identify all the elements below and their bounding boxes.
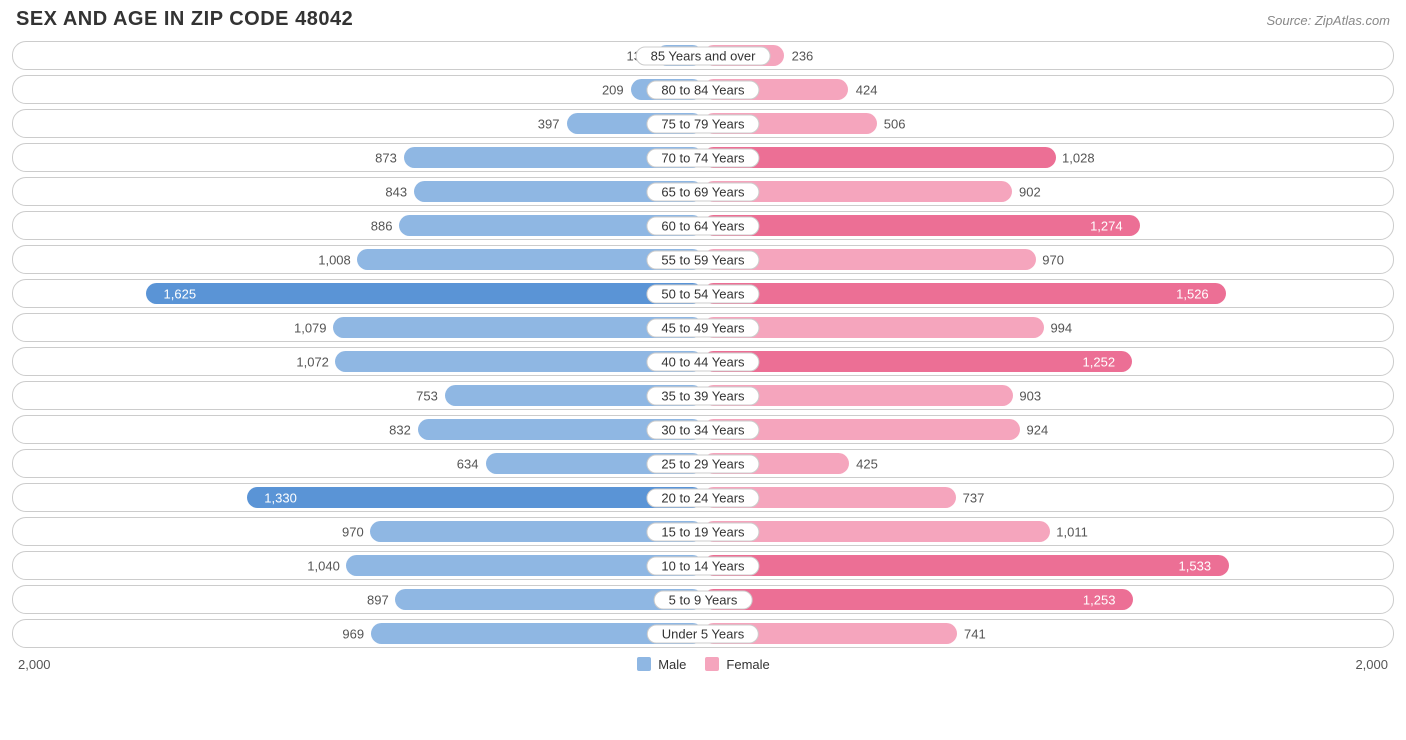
male-bar [247, 487, 703, 508]
female-value-label: 903 [1019, 388, 1041, 403]
chart-header: SEX AND AGE IN ZIP CODE 48042 Source: Zi… [12, 8, 1394, 31]
pyramid-row: 15 to 19 Years 970 1,011 [12, 517, 1394, 546]
male-value-label: 1,072 [296, 354, 329, 369]
pyramid-row: 10 to 14 Years 1,040 1,533 [12, 551, 1394, 580]
female-value-label: 1,274 [1090, 218, 1123, 233]
chart-title: SEX AND AGE IN ZIP CODE 48042 [16, 8, 353, 31]
age-category-label: 40 to 44 Years [646, 352, 759, 371]
pyramid-row: 65 to 69 Years 843 902 [12, 177, 1394, 206]
female-value-label: 1,011 [1056, 524, 1088, 539]
age-category-label: 35 to 39 Years [646, 386, 759, 405]
pyramid-row: 40 to 44 Years 1,072 1,252 [12, 347, 1394, 376]
male-value-label: 1,079 [294, 320, 327, 335]
pyramid-row: 55 to 59 Years 1,008 970 [12, 245, 1394, 274]
male-value-label: 843 [385, 184, 407, 199]
pyramid-row: 35 to 39 Years 753 903 [12, 381, 1394, 410]
female-value-label: 424 [856, 82, 878, 97]
age-category-label: 10 to 14 Years [646, 556, 759, 575]
male-value-label: 886 [371, 218, 393, 233]
age-category-label: 80 to 84 Years [646, 80, 759, 99]
age-category-label: 20 to 24 Years [646, 488, 759, 507]
age-category-label: 50 to 54 Years [646, 284, 759, 303]
male-value-label: 1,008 [318, 252, 351, 267]
age-category-label: 30 to 34 Years [646, 420, 759, 439]
female-value-label: 425 [856, 456, 878, 471]
legend-item-female: Female [704, 656, 769, 672]
male-value-label: 753 [416, 388, 438, 403]
pyramid-row: Under 5 Years 969 741 [12, 619, 1394, 648]
age-category-label: 25 to 29 Years [646, 454, 759, 473]
male-value-label: 634 [457, 456, 479, 471]
male-value-label: 1,040 [307, 558, 340, 573]
age-category-label: 65 to 69 Years [646, 182, 759, 201]
pyramid-row: 5 to 9 Years 897 1,253 [12, 585, 1394, 614]
pyramid-row: 60 to 64 Years 886 1,274 [12, 211, 1394, 240]
female-bar [703, 555, 1229, 576]
female-swatch-icon [704, 656, 720, 672]
female-value-label: 1,533 [1179, 558, 1212, 573]
pyramid-row: 45 to 49 Years 1,079 994 [12, 313, 1394, 342]
pyramid-row: 85 Years and over137236 [12, 41, 1394, 70]
axis-label-left: 2,000 [18, 657, 51, 672]
female-value-label: 902 [1019, 184, 1041, 199]
population-pyramid-chart: 85 Years and over137236 80 to 84 Years 209… [12, 41, 1394, 648]
pyramid-row: 80 to 84 Years 209 424 [12, 75, 1394, 104]
male-value-label: 897 [367, 592, 389, 607]
female-value-label: 506 [884, 116, 906, 131]
female-bar [703, 215, 1140, 236]
chart-source: Source: ZipAtlas.com [1266, 13, 1390, 28]
legend-label-male: Male [658, 657, 686, 672]
female-value-label: 924 [1027, 422, 1049, 437]
pyramid-row: 50 to 54 Years 1,625 1,526 [12, 279, 1394, 308]
male-value-label: 397 [538, 116, 560, 131]
male-bar [146, 283, 703, 304]
age-category-label: 55 to 59 Years [646, 250, 759, 269]
female-value-label: 741 [964, 626, 986, 641]
female-value-label: 737 [963, 490, 985, 505]
male-value-label: 209 [602, 82, 624, 97]
age-category-label: 85 Years and over [636, 46, 771, 65]
female-value-label: 1,253 [1083, 592, 1116, 607]
age-category-label: 5 to 9 Years [654, 590, 753, 609]
male-swatch-icon [636, 656, 652, 672]
legend-label-female: Female [726, 657, 769, 672]
female-value-label: 1,526 [1176, 286, 1209, 301]
male-value-label: 873 [375, 150, 397, 165]
age-category-label: 15 to 19 Years [646, 522, 759, 541]
pyramid-row: 75 to 79 Years 397 506 [12, 109, 1394, 138]
male-value-label: 970 [342, 524, 364, 539]
female-value-label: 236 [792, 48, 814, 63]
age-category-label: 75 to 79 Years [646, 114, 759, 133]
female-value-label: 1,028 [1062, 150, 1095, 165]
pyramid-row: 20 to 24 Years 1,330 737 [12, 483, 1394, 512]
female-bar [703, 589, 1133, 610]
female-bar [703, 283, 1226, 304]
legend-item-male: Male [636, 656, 686, 672]
age-category-label: 60 to 64 Years [646, 216, 759, 235]
female-value-label: 994 [1050, 320, 1072, 335]
female-value-label: 970 [1042, 252, 1064, 267]
axis-label-right: 2,000 [1355, 657, 1388, 672]
age-category-label: Under 5 Years [647, 624, 759, 643]
pyramid-row: 70 to 74 Years 873 1,028 [12, 143, 1394, 172]
male-value-label: 1,330 [264, 490, 297, 505]
male-value-label: 1,625 [164, 286, 197, 301]
pyramid-row: 30 to 34 Years 832 924 [12, 415, 1394, 444]
pyramid-row: 25 to 29 Years 634 425 [12, 449, 1394, 478]
age-category-label: 70 to 74 Years [646, 148, 759, 167]
female-bar [703, 351, 1132, 372]
female-value-label: 1,252 [1083, 354, 1116, 369]
male-value-label: 969 [342, 626, 364, 641]
age-category-label: 45 to 49 Years [646, 318, 759, 337]
chart-footer: 2,000 Male Female 2,000 [12, 656, 1394, 672]
legend: Male Female [636, 656, 770, 672]
male-value-label: 832 [389, 422, 411, 437]
